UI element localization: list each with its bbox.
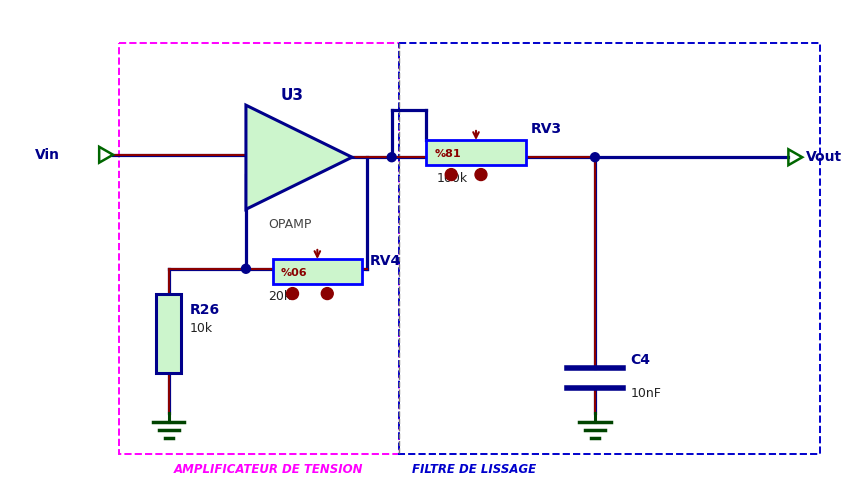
Text: OPAMP: OPAMP	[268, 218, 311, 231]
Circle shape	[287, 288, 298, 300]
Text: FILTRE DE LISSAGE: FILTRE DE LISSAGE	[411, 462, 536, 475]
Text: 10k: 10k	[189, 322, 213, 335]
Bar	[156, 294, 181, 373]
Text: 20k: 20k	[268, 289, 291, 302]
Text: %81: %81	[434, 149, 461, 159]
Bar	[273, 259, 362, 284]
Text: RV3: RV3	[531, 122, 561, 136]
Text: Vin: Vin	[35, 147, 59, 162]
Polygon shape	[246, 106, 352, 210]
Circle shape	[475, 169, 487, 181]
Text: 100k: 100k	[437, 171, 467, 184]
Text: R26: R26	[189, 303, 220, 317]
Circle shape	[242, 265, 250, 274]
Text: RV4: RV4	[370, 253, 401, 267]
Bar	[399, 43, 820, 454]
Text: U3: U3	[281, 88, 304, 103]
Circle shape	[445, 169, 457, 181]
Text: AMPLIFICATEUR DE TENSION: AMPLIFICATEUR DE TENSION	[174, 462, 363, 475]
Bar	[427, 141, 526, 165]
Text: +: +	[249, 163, 266, 182]
Text: C4: C4	[631, 352, 650, 366]
Bar	[119, 43, 399, 454]
Circle shape	[590, 153, 600, 163]
Text: %06: %06	[281, 268, 307, 278]
Circle shape	[388, 153, 396, 163]
Text: Vout: Vout	[806, 150, 842, 164]
Circle shape	[321, 288, 333, 300]
Text: −: −	[249, 131, 266, 150]
Text: 10nF: 10nF	[631, 386, 661, 399]
